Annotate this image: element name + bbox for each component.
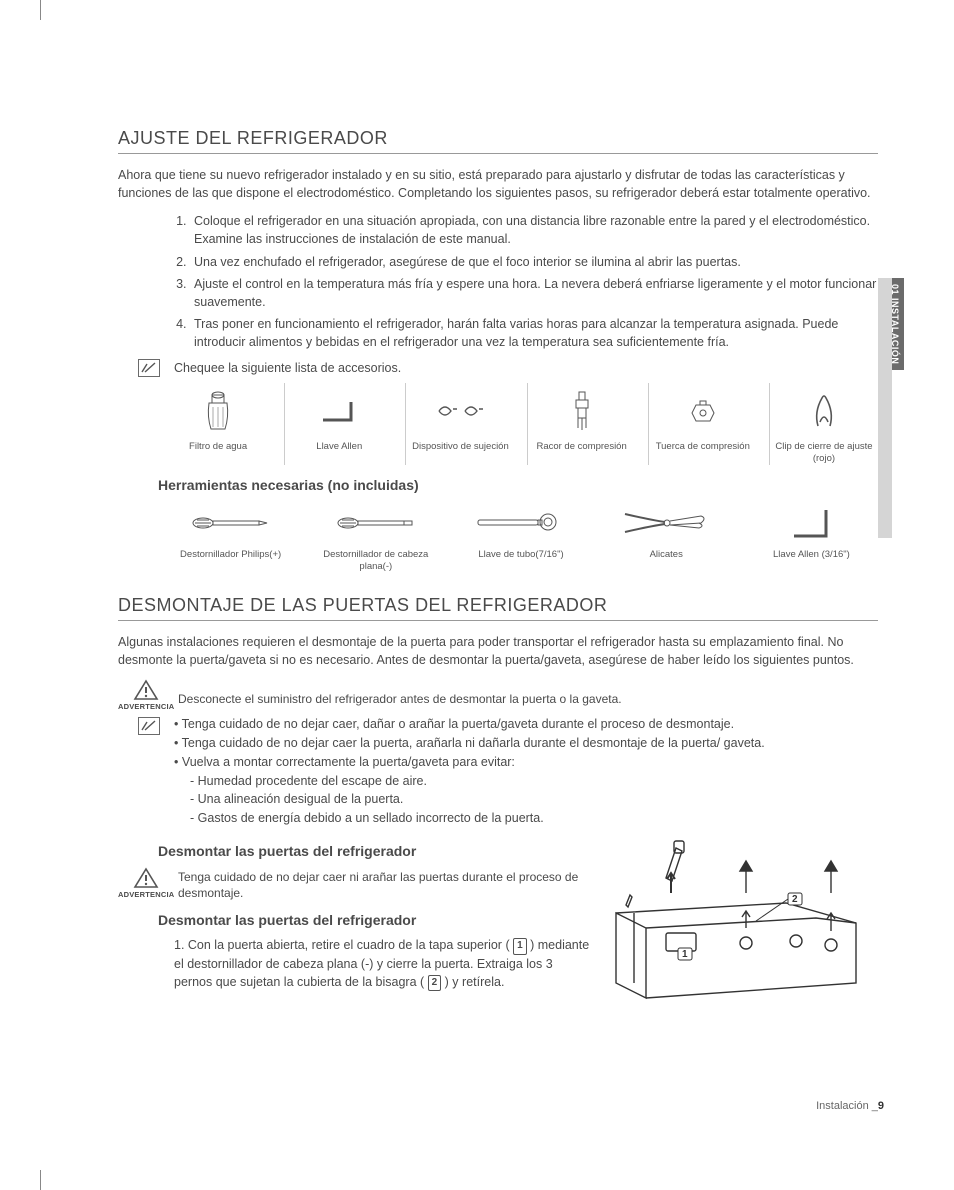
section2-intro: Algunas instalaciones requieren el desmo… (118, 633, 878, 669)
warning-row: ADVERTENCIA Desconecte el suministro del… (118, 679, 878, 711)
tool-item: Destornillador de cabeza plana(-) (309, 501, 442, 577)
accessory-item: Llave Allen (284, 383, 393, 465)
tool-item: Llave de tubo(7/16") (454, 501, 587, 577)
tool-item: Llave Allen (3/16") (745, 501, 878, 577)
note-icon (138, 359, 160, 377)
note-text: Chequee la siguiente lista de accesorios… (174, 361, 401, 375)
accessories-row: Filtro de agua Llave Allen Dispositivo d… (164, 383, 878, 465)
side-tab: 01 INSTALACIÓN (878, 278, 904, 538)
hinge-diagram: 1 2 (606, 833, 878, 1003)
sub-heading-2: Desmontar las puertas del refrigerador (158, 912, 590, 928)
warning-row-2: ADVERTENCIA Tenga cuidado de no dejar ca… (118, 867, 590, 903)
sub-heading: Desmontar las puertas del refrigerador (158, 843, 590, 859)
accessory-item: Dispositivo de sujeción (405, 383, 514, 465)
pliers-icon (604, 505, 729, 541)
page-content: AJUSTE DEL REFRIGERADOR Ahora que tiene … (118, 128, 878, 1008)
warning-text-2: Tenga cuidado de no dejar caer ni arañar… (178, 867, 590, 903)
flathead-screwdriver-icon (313, 505, 438, 541)
phillips-screwdriver-icon (168, 505, 293, 541)
bullet: Tenga cuidado de no dejar caer, dañar o … (174, 715, 765, 733)
socket-wrench-icon (458, 505, 583, 541)
accessory-item: Racor de compresión (527, 383, 636, 465)
dash: Una alineación desigual de la puerta. (190, 790, 765, 808)
compression-nut-icon (653, 387, 753, 435)
caution-row: Tenga cuidado de no dejar caer, dañar o … (138, 715, 878, 827)
clip-icon (774, 387, 874, 435)
allen-key-316-icon (749, 505, 874, 541)
step: Coloque el refrigerador en una situación… (190, 212, 878, 248)
tool-item: Alicates (600, 501, 733, 577)
dash-list: Humedad procedente del escape de aire. U… (190, 772, 765, 826)
allen-key-icon (289, 387, 389, 435)
callout-1: 1 (513, 938, 527, 955)
step: Tras poner en funcionamiento el refriger… (190, 315, 878, 351)
clamp-icon (410, 387, 510, 435)
section1-title: AJUSTE DEL REFRIGERADOR (118, 128, 878, 154)
section1-intro: Ahora que tiene su nuevo refrigerador in… (118, 166, 878, 202)
note-row: Chequee la siguiente lista de accesorios… (138, 359, 878, 377)
dash: Gastos de energía debido a un sellado in… (190, 809, 765, 827)
step: Ajuste el control en la temperatura más … (190, 275, 878, 311)
warning-icon: ADVERTENCIA (118, 679, 174, 711)
page-footer: Instalación _9 (816, 1100, 884, 1112)
step: Una vez enchufado el refrigerador, asegú… (190, 253, 878, 271)
section1-steps: Coloque el refrigerador en una situación… (190, 212, 878, 351)
water-filter-icon (168, 387, 268, 435)
compression-fitting-icon (532, 387, 632, 435)
tools-row: Destornillador Philips(+) Destornillador… (164, 501, 878, 577)
callout-2: 2 (428, 975, 442, 992)
side-tab-label: 01 INSTALACIÓN (892, 278, 904, 370)
accessory-item: Tuerca de compresión (648, 383, 757, 465)
section2-title: DESMONTAJE DE LAS PUERTAS DEL REFRIGERAD… (118, 595, 878, 621)
bullet: Vuelva a montar correctamente la puerta/… (174, 753, 765, 771)
note-icon (138, 717, 160, 735)
diagram-label-2: 2 (792, 894, 798, 905)
accessory-item: Clip de cierre de ajuste (rojo) (769, 383, 878, 465)
step1: 1. Con la puerta abierta, retire el cuad… (174, 936, 590, 991)
tool-item: Destornillador Philips(+) (164, 501, 297, 577)
tools-heading: Herramientas necesarias (no incluidas) (158, 477, 878, 493)
warning-text: Desconecte el suministro del refrigerado… (178, 679, 622, 708)
diagram-label-1: 1 (682, 949, 688, 960)
bullet-list: Tenga cuidado de no dejar caer, dañar o … (174, 715, 765, 827)
dash: Humedad procedente del escape de aire. (190, 772, 765, 790)
accessory-item: Filtro de agua (164, 383, 272, 465)
warning-icon: ADVERTENCIA (118, 867, 174, 899)
bullet: Tenga cuidado de no dejar caer la puerta… (174, 734, 765, 752)
